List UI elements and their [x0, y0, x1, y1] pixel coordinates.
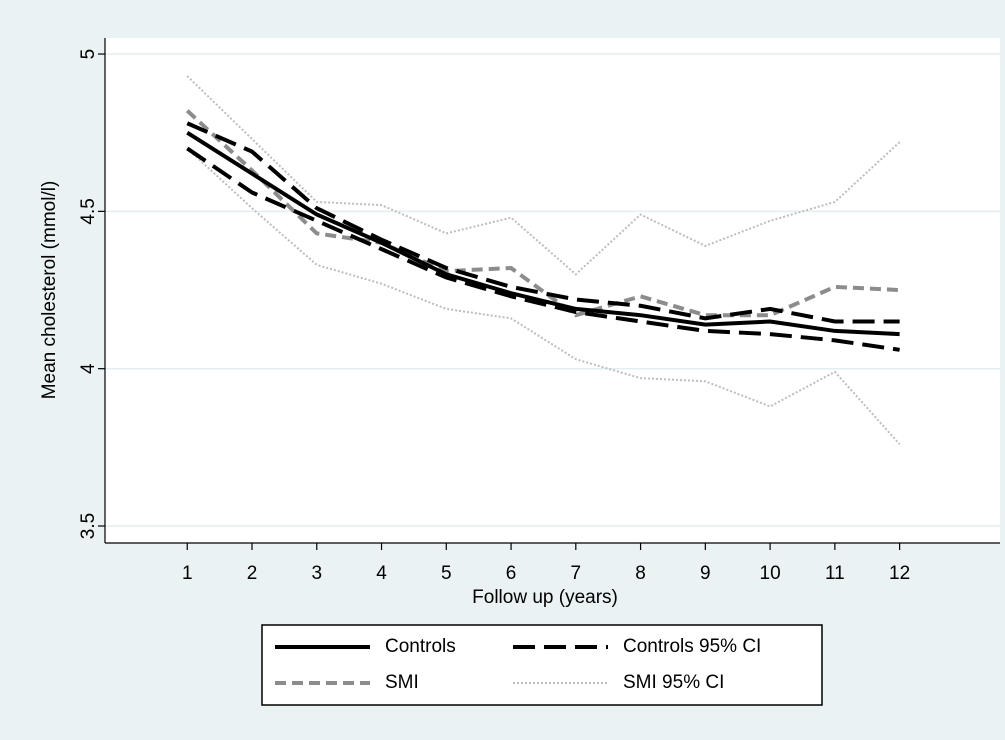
x-tick-label: 4	[376, 563, 387, 584]
y-tick-label: 4.5	[78, 198, 99, 224]
x-tick-label: 10	[760, 563, 781, 584]
y-axis-title: Mean cholesterol (mmol/l)	[39, 181, 60, 400]
line	[186, 75, 901, 276]
x-axis-title: Follow up (years)	[472, 587, 618, 608]
legend-label: SMI	[385, 672, 419, 693]
line	[186, 121, 900, 324]
legend-label: Controls 95% CI	[623, 636, 761, 657]
legend	[261, 624, 823, 706]
x-tick-label: 2	[247, 563, 258, 584]
legend-label: SMI 95% CI	[623, 672, 724, 693]
legend-label: Controls	[385, 636, 456, 657]
x-tick-label: 6	[506, 563, 517, 584]
x-tick-label: 11	[825, 563, 845, 584]
x-tick-label: 3	[311, 563, 322, 584]
y-tick-label: 5	[78, 49, 99, 60]
x-tick-label: 12	[889, 563, 910, 584]
x-tick-label: 8	[635, 563, 646, 584]
x-tick-label: 9	[700, 563, 711, 584]
line	[186, 131, 900, 337]
y-tick-label: 3.5	[78, 513, 99, 539]
plot-area	[105, 38, 1000, 543]
x-tick-label: 7	[571, 563, 582, 584]
y-tick-label: 4	[78, 363, 99, 374]
line	[186, 146, 900, 352]
x-tick-label: 5	[441, 563, 452, 584]
x-tick-label: 1	[182, 563, 193, 584]
